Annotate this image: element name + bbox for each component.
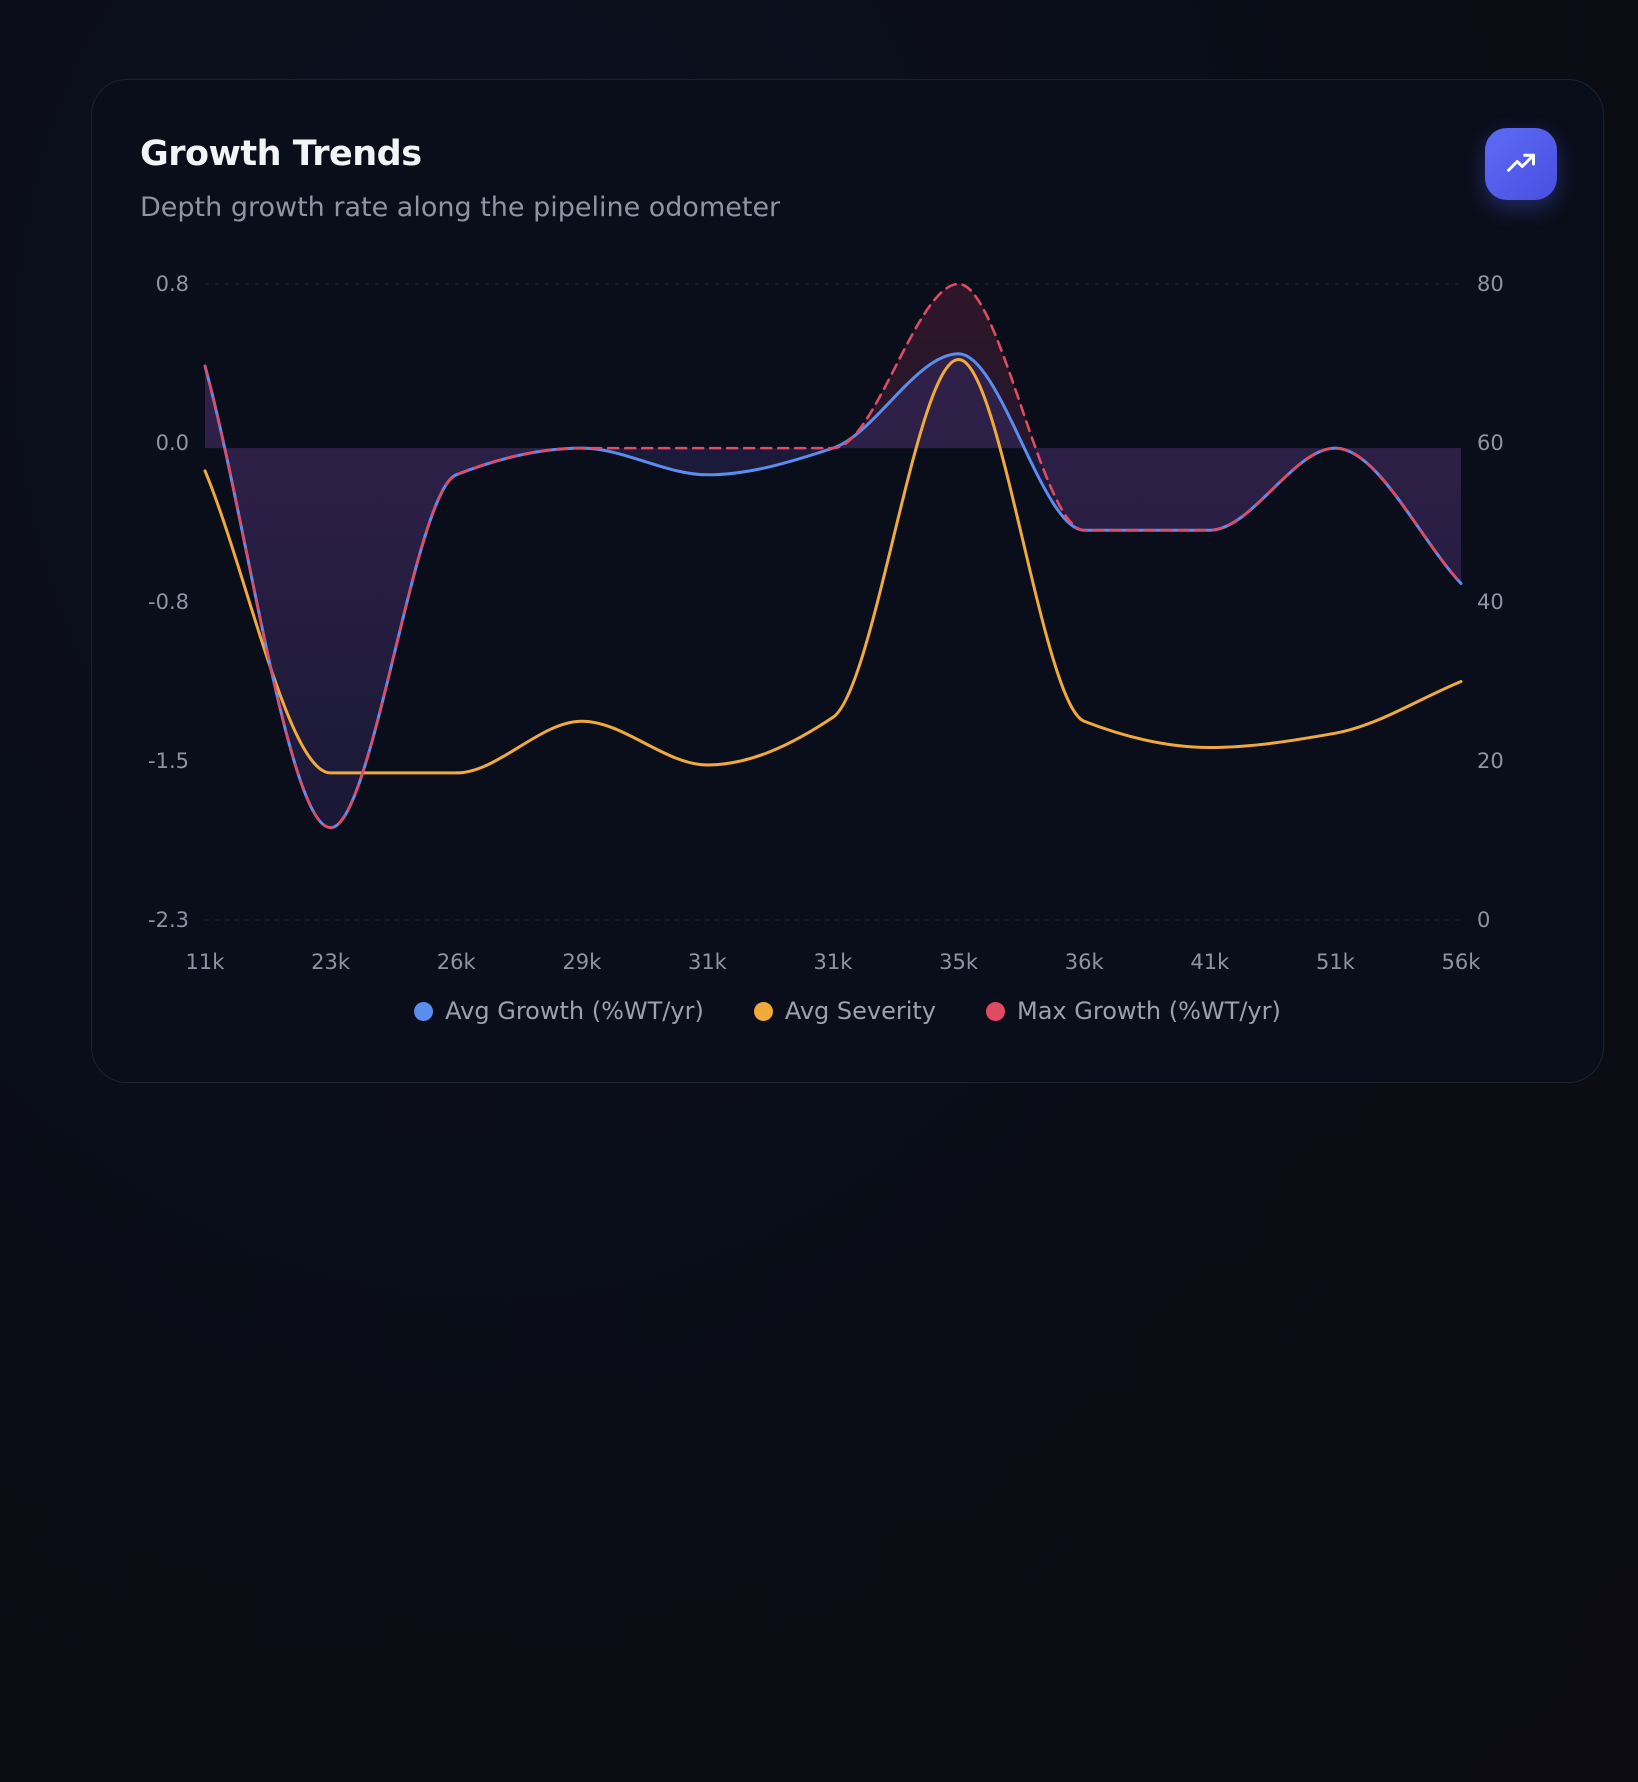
y-right-tick-label: 40	[1477, 590, 1504, 614]
y-right-tick-label: 0	[1477, 908, 1490, 932]
x-tick-label: 35k	[939, 950, 979, 974]
legend-swatch	[753, 1001, 773, 1021]
x-tick-label: 11k	[186, 950, 226, 974]
chart-title: Growth Trends	[140, 134, 422, 174]
x-tick-label: 56k	[1442, 950, 1482, 974]
series-line-1	[203, 358, 1463, 775]
legend-label: Max Growth (%WT/yr)	[1017, 997, 1281, 1025]
legend-swatch	[986, 1001, 1006, 1021]
trending-up-badge[interactable]	[1485, 128, 1557, 200]
series-line-2	[203, 282, 1463, 829]
avg-growth-area	[205, 353, 1461, 828]
legend-label: Avg Growth (%WT/yr)	[445, 997, 704, 1025]
growth-line-chart: 0.8 0.0 -0.8 -1.5 -2.3 80 60 40 20 0 11k 23k 26k 29k 3…	[148, 272, 1504, 974]
x-tick-label: 23k	[311, 950, 351, 974]
y-right-tick-label: 60	[1477, 431, 1504, 455]
x-tick-label: 31k	[688, 950, 728, 974]
x-tick-label: 51k	[1316, 950, 1356, 974]
series-line-0	[203, 352, 1463, 830]
legend-item[interactable]: Max Growth (%WT/yr)	[986, 997, 1281, 1025]
legend-swatch	[414, 1001, 434, 1021]
y-left-tick-label: -0.8	[148, 590, 189, 614]
chart-legend: Avg Growth (%WT/yr) Avg Severity Max Growt…	[92, 997, 1603, 1025]
x-tick-label: 26k	[437, 950, 477, 974]
y-right-tick-label: 80	[1477, 272, 1504, 296]
y-left-tick-label: -1.5	[148, 749, 189, 773]
x-tick-label: 31k	[814, 950, 854, 974]
legend-item[interactable]: Avg Severity	[753, 997, 937, 1025]
y-left-tick-label: 0.0	[156, 431, 189, 455]
x-tick-label: 29k	[562, 950, 602, 974]
trending-up-icon	[1507, 153, 1535, 172]
y-right-tick-label: 20	[1477, 749, 1504, 773]
legend-item[interactable]: Avg Growth (%WT/yr)	[414, 997, 704, 1025]
x-tick-label: 36k	[1065, 950, 1105, 974]
legend-label: Avg Severity	[784, 997, 937, 1025]
growth-trends-card: Growth Trends Depth growth rate along th…	[91, 79, 1604, 1083]
y-left-tick-label: -2.3	[148, 908, 189, 932]
y-left-tick-label: 0.8	[156, 272, 189, 296]
x-tick-label: 41k	[1190, 950, 1230, 974]
chart-subtitle: Depth growth rate along the pipeline odo…	[140, 192, 781, 223]
